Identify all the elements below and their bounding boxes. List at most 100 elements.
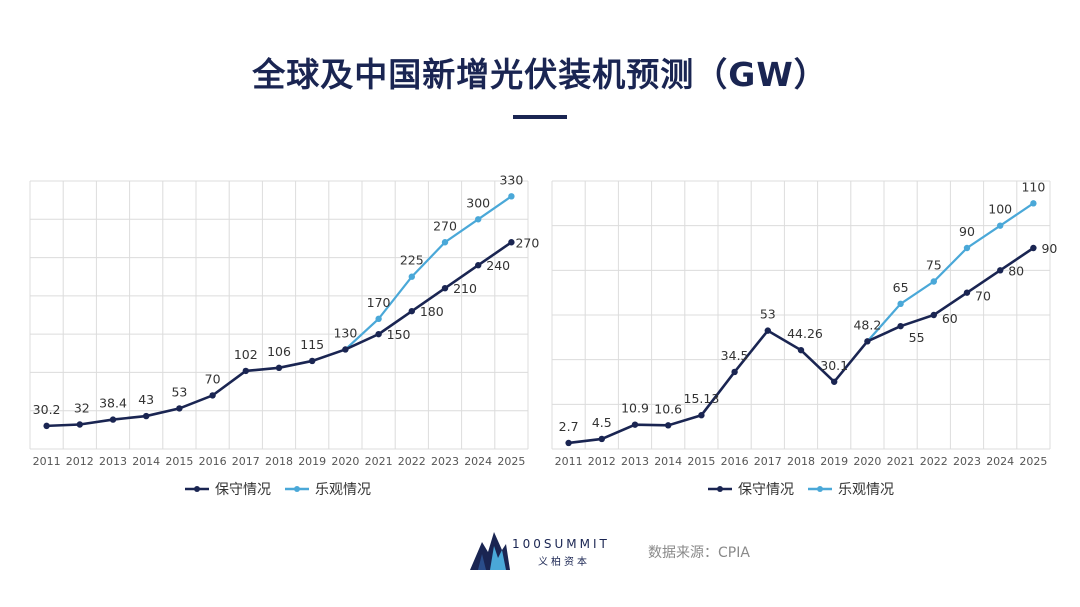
data-label: 65 [893, 280, 909, 295]
x-tick-label: 2019 [820, 455, 848, 468]
data-label: 270 [433, 218, 457, 233]
x-tick-label: 2012 [588, 455, 616, 468]
data-point [508, 193, 515, 200]
x-tick-label: 2022 [920, 455, 948, 468]
data-point [475, 216, 482, 223]
data-point [475, 262, 482, 269]
data-point [1030, 244, 1037, 252]
x-tick-label: 2022 [398, 455, 426, 468]
x-tick-label: 2012 [66, 455, 94, 468]
x-tick-label: 2017 [232, 455, 260, 468]
x-tick-label: 2024 [986, 455, 1014, 468]
data-label: 240 [486, 258, 510, 273]
data-point [864, 338, 871, 345]
legend-label: 保守情况 [738, 482, 794, 498]
legend-item-0: 保守情况 [708, 482, 794, 498]
x-tick-label: 2021 [887, 455, 915, 468]
data-point [764, 327, 771, 334]
x-tick-label: 2023 [953, 455, 981, 468]
legend-label: 乐观情况 [315, 482, 371, 498]
legend-item-1: 乐观情况 [285, 482, 371, 498]
x-tick-label: 2018 [265, 455, 293, 468]
data-point [1030, 200, 1037, 207]
data-label: 30.1 [820, 358, 848, 373]
data-point [565, 439, 572, 447]
x-tick-label: 2021 [365, 455, 393, 468]
data-label: 210 [453, 281, 477, 296]
global-pv-chart: 2011 2012 2013 2014 2015 2016 2017 2018 2019 2020… [29, 172, 539, 498]
brand-subtitle: 义柏资本 [538, 557, 590, 568]
data-label: 38.4 [99, 396, 127, 411]
data-label: 15.13 [684, 391, 720, 406]
data-label: 30.2 [33, 402, 61, 417]
data-point [598, 435, 605, 443]
x-tick-label: 2011 [33, 455, 61, 468]
x-tick-label: 2011 [555, 455, 583, 468]
data-label: 70 [975, 289, 991, 304]
data-point [963, 244, 971, 252]
x-tick-label: 2016 [721, 455, 749, 468]
x-tick-label: 2014 [132, 455, 160, 468]
data-label: 53 [171, 384, 187, 399]
data-label: 106 [267, 344, 291, 359]
legend-label: 乐观情况 [838, 482, 894, 498]
data-source: 数据来源：CPIA [648, 545, 750, 561]
x-tick-label: 2023 [431, 455, 459, 468]
page-title: 全球及中国新增光伏装机预测（GW） [252, 55, 828, 94]
x-tick-label: 2020 [331, 455, 359, 468]
x-tick-label: 2025 [1019, 455, 1047, 468]
data-label: 44.26 [787, 326, 823, 341]
data-label: 100 [988, 202, 1012, 217]
data-point [441, 285, 449, 292]
data-label: 10.6 [654, 401, 682, 416]
x-tick-label: 2016 [199, 455, 227, 468]
data-point [209, 392, 216, 399]
data-label: 115 [300, 337, 324, 352]
data-label: 90 [959, 224, 975, 239]
x-tick-label: 2013 [621, 455, 649, 468]
data-label: 32 [74, 400, 90, 415]
data-point [997, 222, 1004, 229]
data-label: 180 [420, 304, 444, 319]
data-point [508, 239, 515, 246]
data-label: 60 [942, 311, 958, 326]
x-tick-label: 2024 [464, 455, 492, 468]
data-label: 150 [387, 327, 411, 342]
x-tick-label: 2014 [654, 455, 682, 468]
summit-logo-icon [470, 532, 510, 570]
chart-grid [29, 180, 529, 450]
data-point [963, 289, 971, 296]
data-point [109, 416, 117, 423]
data-point [631, 421, 639, 428]
brand-name: 100SUMMIT [512, 537, 610, 551]
data-label: 2.7 [559, 419, 579, 434]
data-label: 53 [760, 307, 776, 322]
legend-item-0: 保守情况 [185, 482, 271, 498]
data-point [698, 412, 705, 419]
data-point [143, 412, 150, 420]
data-point [275, 364, 283, 372]
china-pv-chart: 2011 2012 2013 2014 2015 2016 2017 2018 2019 2020… [551, 179, 1057, 498]
data-label: 4.5 [592, 415, 612, 430]
data-label: 43 [138, 392, 154, 407]
data-point [375, 330, 382, 338]
data-point [43, 422, 50, 430]
series-line-1 [866, 202, 1035, 343]
data-label: 34.5 [721, 348, 749, 363]
legend-item-1: 乐观情况 [808, 482, 894, 498]
x-tick-label: 2013 [99, 455, 127, 468]
data-label: 225 [400, 253, 424, 268]
data-label: 300 [466, 195, 490, 210]
data-label: 102 [234, 347, 258, 362]
data-point [408, 307, 415, 315]
x-tick-label: 2015 [165, 455, 193, 468]
data-label: 270 [515, 235, 539, 250]
data-label: 90 [1041, 241, 1057, 256]
data-point [930, 311, 937, 319]
data-point [997, 267, 1004, 274]
data-point [930, 278, 937, 285]
data-point [665, 422, 672, 429]
data-label: 10.9 [621, 401, 649, 416]
data-label: 70 [205, 371, 221, 386]
data-point [342, 346, 349, 353]
